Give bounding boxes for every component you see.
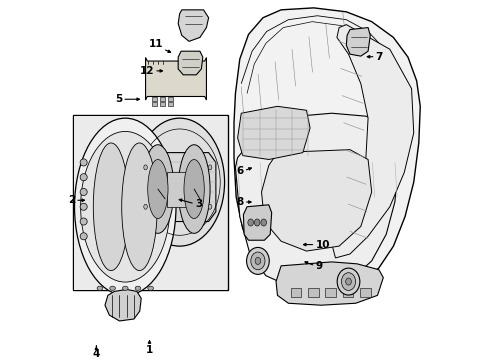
Polygon shape <box>261 150 371 251</box>
Ellipse shape <box>134 118 224 246</box>
Ellipse shape <box>254 219 260 226</box>
Polygon shape <box>178 51 203 75</box>
Bar <box>152 102 157 106</box>
Polygon shape <box>235 113 397 289</box>
Ellipse shape <box>93 143 128 271</box>
Ellipse shape <box>255 257 260 265</box>
Ellipse shape <box>80 203 87 210</box>
Ellipse shape <box>260 219 266 226</box>
Ellipse shape <box>80 159 87 166</box>
Text: 7: 7 <box>375 52 382 62</box>
Text: 9: 9 <box>315 261 322 271</box>
Bar <box>167 172 188 207</box>
Bar <box>167 97 172 101</box>
Polygon shape <box>140 153 215 221</box>
Ellipse shape <box>341 273 355 291</box>
Polygon shape <box>346 28 369 56</box>
Polygon shape <box>275 262 383 305</box>
Text: 11: 11 <box>148 39 163 49</box>
Ellipse shape <box>142 145 173 233</box>
Bar <box>160 97 165 101</box>
Ellipse shape <box>80 218 87 225</box>
Ellipse shape <box>74 118 176 295</box>
Bar <box>325 288 335 297</box>
Bar <box>307 288 318 297</box>
Ellipse shape <box>80 188 87 195</box>
Ellipse shape <box>208 204 211 209</box>
Ellipse shape <box>143 204 147 209</box>
Text: 12: 12 <box>140 66 154 76</box>
Bar <box>160 102 165 106</box>
Bar <box>167 102 172 106</box>
Ellipse shape <box>135 286 141 291</box>
Polygon shape <box>237 106 309 159</box>
Ellipse shape <box>80 233 87 240</box>
Ellipse shape <box>250 252 264 270</box>
Ellipse shape <box>122 286 128 291</box>
Text: 5: 5 <box>115 94 122 104</box>
Bar <box>73 115 228 291</box>
Bar <box>152 97 157 101</box>
Bar <box>342 288 353 297</box>
Text: 10: 10 <box>315 239 329 249</box>
Ellipse shape <box>178 145 210 233</box>
Polygon shape <box>331 24 413 258</box>
Text: 6: 6 <box>236 166 244 176</box>
Ellipse shape <box>97 286 102 291</box>
Text: 1: 1 <box>145 345 153 355</box>
Ellipse shape <box>143 165 147 170</box>
Ellipse shape <box>247 219 253 226</box>
Text: 3: 3 <box>195 199 202 209</box>
Ellipse shape <box>183 159 204 219</box>
Ellipse shape <box>80 174 87 181</box>
Ellipse shape <box>345 278 351 285</box>
Ellipse shape <box>208 165 211 170</box>
Ellipse shape <box>109 286 115 291</box>
Ellipse shape <box>81 131 169 282</box>
Polygon shape <box>105 289 141 321</box>
Polygon shape <box>243 205 271 240</box>
Bar <box>74 116 227 290</box>
Ellipse shape <box>147 286 153 291</box>
Ellipse shape <box>337 268 359 295</box>
Polygon shape <box>178 10 208 41</box>
Text: 8: 8 <box>236 197 244 207</box>
Bar <box>290 288 301 297</box>
Polygon shape <box>234 8 419 293</box>
Polygon shape <box>145 58 206 100</box>
Ellipse shape <box>122 143 157 271</box>
Text: 4: 4 <box>92 349 100 359</box>
Ellipse shape <box>147 159 168 219</box>
Bar <box>359 288 370 297</box>
Ellipse shape <box>246 247 269 274</box>
Text: 2: 2 <box>68 195 75 205</box>
